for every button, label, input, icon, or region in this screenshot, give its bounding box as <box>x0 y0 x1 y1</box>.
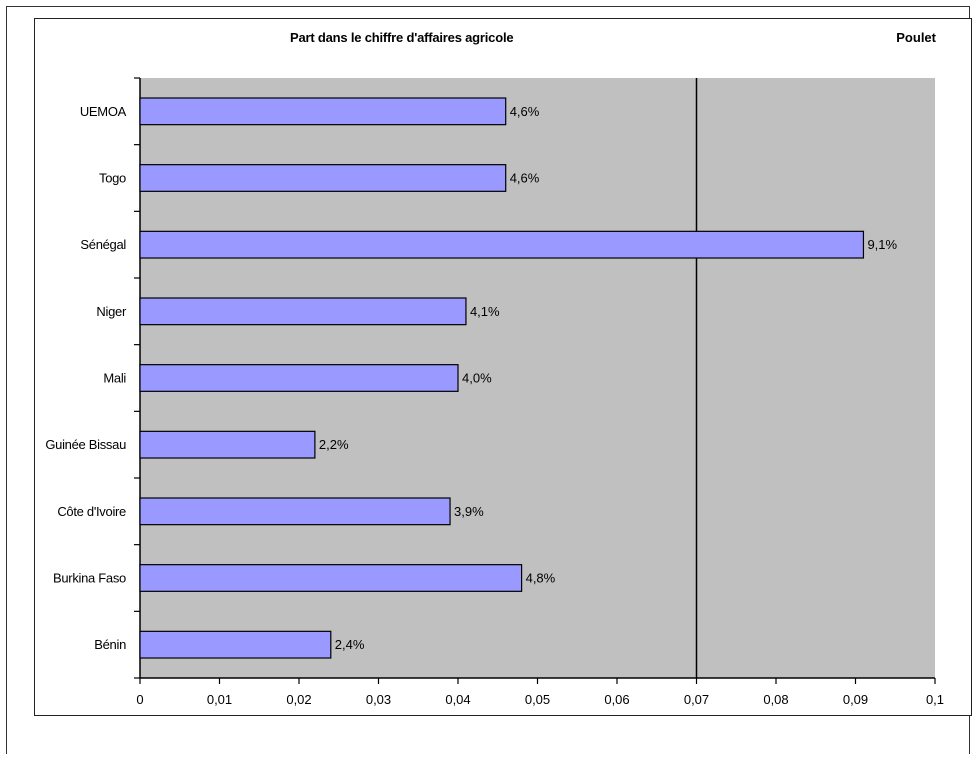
category-label: UEMOA <box>80 104 127 119</box>
category-label: Bénin <box>94 637 126 652</box>
x-tick-label: 0,08 <box>763 692 788 707</box>
x-tick-label: 0,04 <box>445 692 470 707</box>
x-tick-label: 0,03 <box>366 692 391 707</box>
data-label: 4,8% <box>526 571 556 586</box>
bar <box>139 164 507 192</box>
bar <box>139 430 316 459</box>
category-label: Guinée Bissau <box>45 437 126 452</box>
data-label: 3,9% <box>454 504 484 519</box>
x-tick-label: 0,06 <box>604 692 629 707</box>
data-label: 2,4% <box>335 637 365 652</box>
bar <box>139 497 451 526</box>
data-label: 4,0% <box>462 371 492 386</box>
bar <box>139 364 459 392</box>
category-label: Sénégal <box>80 237 126 252</box>
category-label: Burkina Faso <box>53 571 126 586</box>
category-label: Mali <box>103 371 126 386</box>
data-label: 4,1% <box>470 304 500 319</box>
data-label: 4,6% <box>510 171 540 186</box>
product-label: Poulet <box>896 30 936 45</box>
bar <box>139 564 523 592</box>
bar <box>139 297 467 326</box>
bar <box>139 630 332 659</box>
category-label: Niger <box>96 304 127 319</box>
x-tick-label: 0,1 <box>926 692 944 707</box>
x-tick-label: 0,09 <box>843 692 868 707</box>
x-tick-label: 0,01 <box>207 692 232 707</box>
x-tick-label: 0,02 <box>286 692 311 707</box>
x-tick-label: 0,07 <box>684 692 709 707</box>
chart-title: Part dans le chiffre d'affaires agricole <box>290 30 514 45</box>
bar <box>139 230 865 259</box>
category-label: Côte d'Ivoire <box>57 504 126 519</box>
x-tick-label: 0 <box>136 692 143 707</box>
x-tick-label: 0,05 <box>525 692 550 707</box>
category-label: Togo <box>99 171 126 186</box>
data-label: 4,6% <box>510 104 540 119</box>
data-label: 2,2% <box>319 437 349 452</box>
data-label: 9,1% <box>867 237 897 252</box>
bar <box>139 97 507 126</box>
